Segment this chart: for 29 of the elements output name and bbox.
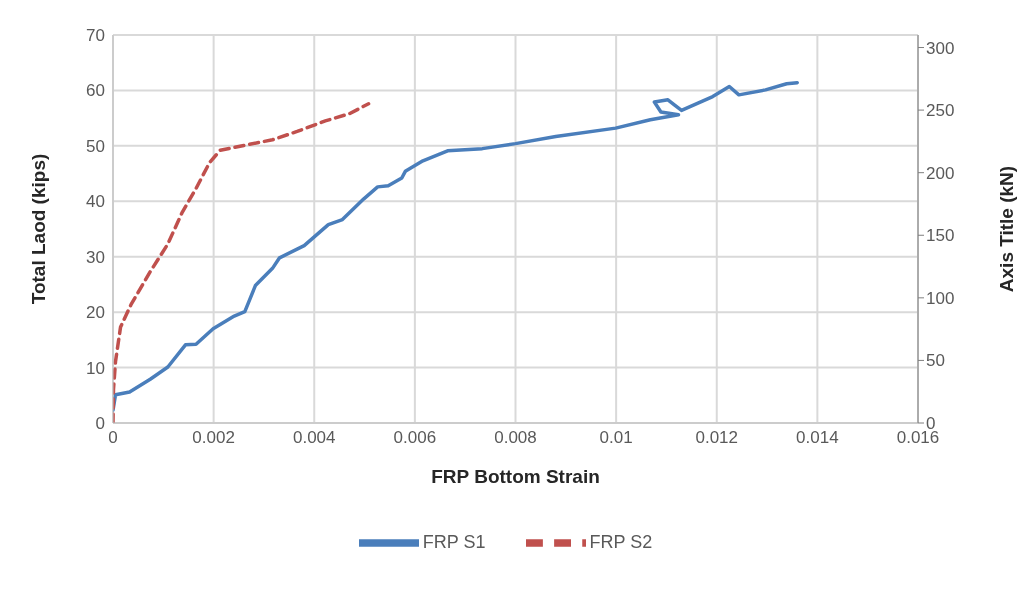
y-tick-label: 40 [86,192,105,212]
x-tick-label: 0.002 [192,428,235,448]
y2-tick-label: 250 [926,101,955,121]
y-tick-label: 20 [86,303,105,323]
y2-tick-label: 150 [926,226,955,246]
y-tick-label: 60 [86,81,105,101]
line-series [113,101,371,423]
y-tick-label: 10 [86,358,105,378]
x-tick-label: 0 [108,428,118,448]
x-tick-label: 0.006 [393,428,437,448]
y-tick-label: 0 [95,414,105,434]
x-tick-label: 0.004 [292,428,336,448]
y2-tick-label: 100 [926,288,955,308]
y-tick-label: 70 [86,26,105,46]
y-tick-label: 30 [86,247,105,267]
legend-label: FRP S1 [422,531,486,552]
x-tick-label: 0.012 [695,428,739,448]
y-tick-label: 50 [86,136,105,156]
y2-tick-label: 50 [926,351,945,371]
legend-label: FRP S2 [589,531,653,552]
x-axis-title: FRP Bottom Strain [431,466,600,487]
y2-tick-label: 300 [926,38,955,58]
y2-axis-title: Axis Title (kN) [995,165,1017,293]
x-tick-label: 0.01 [599,428,633,448]
x-tick-label: 0.008 [494,428,537,448]
line-series [113,80,799,412]
y2-tick-label: 200 [926,163,955,183]
y-axis-title: Total Laod (kips) [27,153,49,305]
x-tick-label: 0.014 [796,428,839,448]
